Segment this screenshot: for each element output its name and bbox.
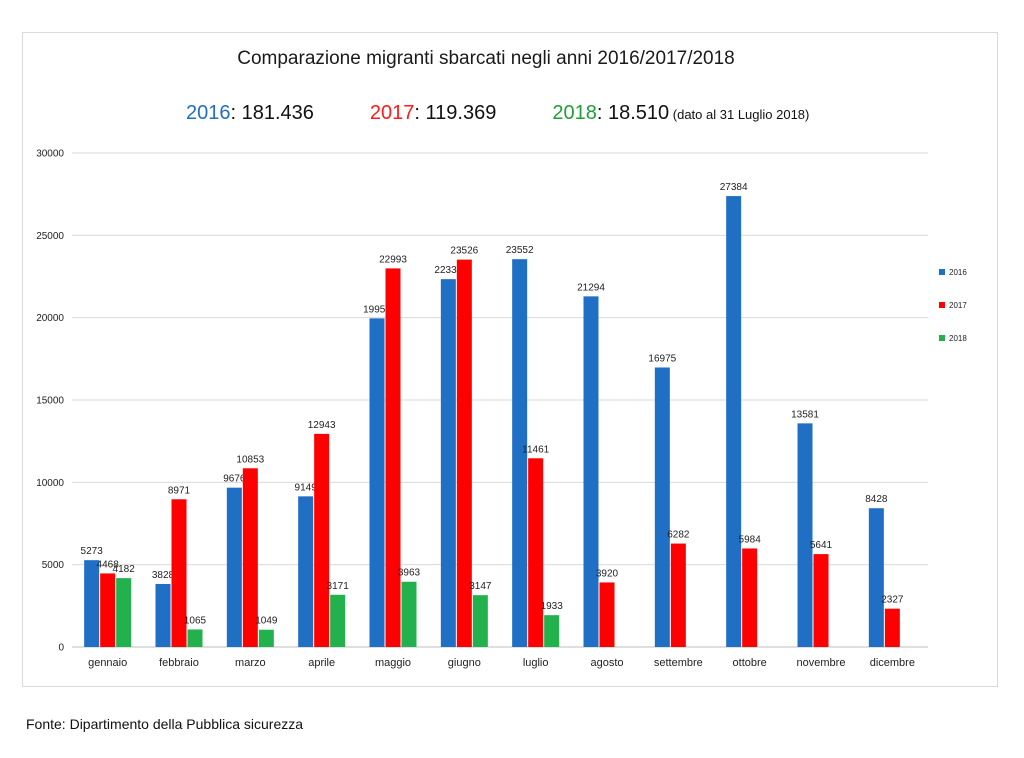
bar-2018-aprile <box>330 594 346 647</box>
bar-2017-gennaio <box>100 573 116 647</box>
legend-label-2017: 2017 <box>949 301 967 310</box>
y-tick-label: 25000 <box>36 231 64 242</box>
legend-label-2018: 2018 <box>949 334 967 343</box>
bar-2016-febbraio <box>155 583 171 647</box>
legend-swatch-2018 <box>939 335 945 341</box>
data-label: 3963 <box>398 568 421 579</box>
bar-2018-luglio <box>544 615 560 647</box>
bar-2017-giugno <box>456 259 472 647</box>
x-tick-label: maggio <box>375 657 411 669</box>
bar-chart: 0 5000 10000 15000 20000 25000 30000 5273 446841… <box>36 149 967 670</box>
data-label: 5641 <box>810 540 833 551</box>
x-tick-label: agosto <box>590 657 623 669</box>
bar-2016-ottobre <box>726 196 742 648</box>
x-tick-label: marzo <box>235 657 266 669</box>
data-label: 23552 <box>506 245 534 256</box>
data-label: 4468 <box>97 559 120 570</box>
x-tick-label: febbraio <box>159 657 199 669</box>
bar-2018-marzo <box>258 629 274 647</box>
data-label: 10853 <box>236 454 264 465</box>
data-label: 13581 <box>791 409 819 420</box>
data-label: 1049 <box>255 616 278 627</box>
x-tick-label: novembre <box>797 657 846 669</box>
bar-2017-febbraio <box>171 499 187 647</box>
bar-2017-agosto <box>599 582 615 647</box>
bar-2017-novembre <box>813 554 829 647</box>
total-2016-label: 2016 <box>186 102 231 124</box>
data-label: 3171 <box>327 581 350 592</box>
chart-title: Comparazione migranti sbarcati negli ann… <box>237 48 735 69</box>
data-label: 5273 <box>81 546 104 557</box>
data-label: 8428 <box>865 494 888 505</box>
bar-2017-aprile <box>314 433 330 647</box>
bar-2016-novembre <box>797 423 813 647</box>
total-2018-note: (dato al 31 Luglio 2018) <box>669 107 810 122</box>
data-label: 4182 <box>113 564 136 575</box>
y-tick-label: 0 <box>58 643 64 654</box>
bar-2016-dicembre <box>868 508 884 647</box>
y-tick-label: 30000 <box>36 149 64 160</box>
x-tick-label: dicembre <box>870 657 915 669</box>
bar-2016-aprile <box>298 496 314 647</box>
total-2017-label: 2017 <box>369 102 415 124</box>
x-tick-label: gennaio <box>88 657 127 669</box>
bar-2017-marzo <box>242 468 258 647</box>
data-label: 8971 <box>168 485 191 496</box>
bar-2018-maggio <box>401 581 417 647</box>
data-label: 9676 <box>223 474 246 485</box>
total-2018-value: : 18.510 <box>596 102 670 124</box>
bar-2017-dicembre <box>884 608 900 647</box>
legend-label-2016: 2016 <box>949 268 967 277</box>
data-label: 5984 <box>739 534 762 545</box>
data-label: 22993 <box>379 254 407 265</box>
x-tick-label: giugno <box>448 657 481 669</box>
y-tick-label: 15000 <box>36 396 64 407</box>
data-label: 1933 <box>541 601 564 612</box>
bar-2016-settembre <box>654 367 670 647</box>
data-label: 21294 <box>577 282 605 293</box>
bar-2017-luglio <box>528 458 544 647</box>
source-note: Fonte: Dipartimento della Pubblica sicur… <box>26 716 304 732</box>
bar-2018-febbraio <box>187 629 203 647</box>
data-label: 9149 <box>295 482 318 493</box>
data-label: 3828 <box>152 570 175 581</box>
data-label: 12943 <box>308 420 336 431</box>
data-label: 2327 <box>881 595 904 606</box>
total-2018-label: 2018 <box>552 102 597 124</box>
y-tick-label: 10000 <box>36 478 64 489</box>
data-label: 6282 <box>667 530 690 541</box>
y-tick-label: 20000 <box>36 313 64 324</box>
data-label: 22339 <box>434 265 462 276</box>
data-label: 11461 <box>522 444 550 455</box>
bar-2018-giugno <box>472 595 488 647</box>
legend-swatch-2016 <box>939 269 945 275</box>
bar-2017-ottobre <box>742 548 758 647</box>
bar-2016-maggio <box>369 318 385 647</box>
data-label: 3147 <box>469 581 492 592</box>
data-label: 27384 <box>720 182 748 193</box>
x-tick-label: luglio <box>523 657 549 669</box>
bar-2018-gennaio <box>116 578 132 647</box>
x-tick-label: settembre <box>654 657 703 669</box>
data-label: 16975 <box>648 353 676 364</box>
bar-2016-agosto <box>583 296 599 647</box>
total-2016-value: : 181.436 <box>230 102 314 124</box>
bar-2017-maggio <box>385 268 401 647</box>
yearly-totals: 2016: 181.436 2017: 119.369 2018: 18.510 (… <box>186 102 809 125</box>
data-label: 3920 <box>596 568 619 579</box>
bar-2017-settembre <box>670 543 686 647</box>
data-label: 1065 <box>184 615 207 626</box>
y-tick-label: 5000 <box>42 560 65 571</box>
bar-2016-luglio <box>512 259 528 647</box>
bar-2016-giugno <box>440 279 456 647</box>
total-2017-value: : 119.369 <box>414 102 497 124</box>
data-label: 23526 <box>450 246 478 257</box>
bar-2016-gennaio <box>84 560 100 647</box>
x-tick-label: aprile <box>308 657 335 669</box>
x-tick-label: ottobre <box>733 657 767 669</box>
bar-2016-marzo <box>226 487 242 647</box>
legend-swatch-2017 <box>939 302 945 308</box>
data-label: 19957 <box>363 304 391 315</box>
